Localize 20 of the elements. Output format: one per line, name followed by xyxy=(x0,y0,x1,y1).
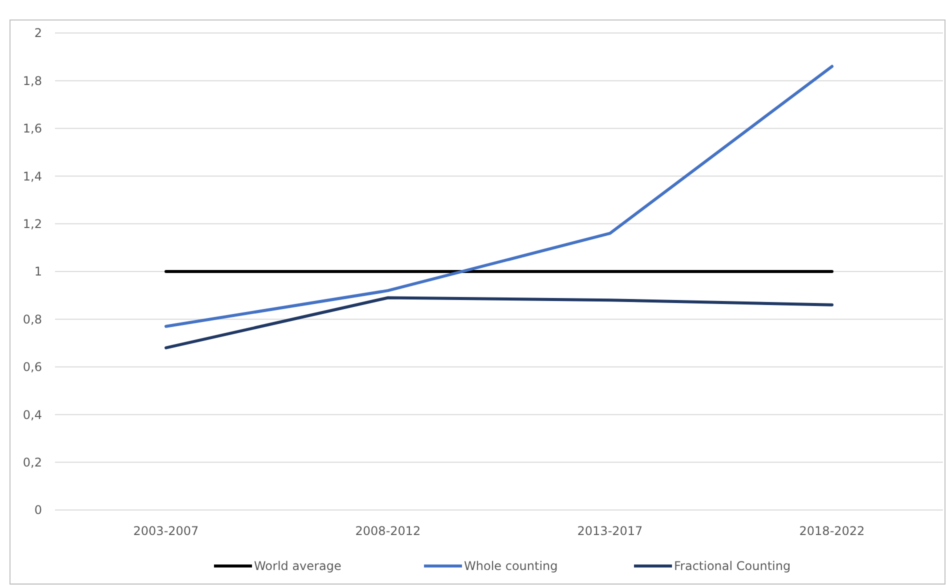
x-tick-label: 2018-2022 xyxy=(799,524,865,538)
x-tick-label: 2013-2017 xyxy=(577,524,643,538)
y-tick-label: 1,4 xyxy=(22,169,42,184)
x-tick-label: 2008-2012 xyxy=(355,524,421,538)
y-tick-label: 2 xyxy=(34,26,42,40)
legend-label: Whole counting xyxy=(464,559,558,574)
y-tick-label: 0 xyxy=(34,503,42,518)
y-tick-label: 1,6 xyxy=(22,122,42,136)
y-tick-label: 1 xyxy=(34,264,42,279)
y-tick-label: 1,2 xyxy=(22,217,42,231)
legend-label: World average xyxy=(254,559,342,574)
line-series xyxy=(164,296,834,350)
y-tick-label: 1,8 xyxy=(22,74,42,88)
y-tick-label: 0,4 xyxy=(22,408,42,422)
y-tick-label: 0,2 xyxy=(22,456,42,470)
x-tick-label: 2003-2007 xyxy=(133,524,199,538)
y-tick-label: 0,8 xyxy=(22,312,42,326)
y-tick-label: 0,6 xyxy=(22,360,42,374)
legend-label: Fractional Counting xyxy=(674,559,791,574)
line-series xyxy=(164,64,834,328)
